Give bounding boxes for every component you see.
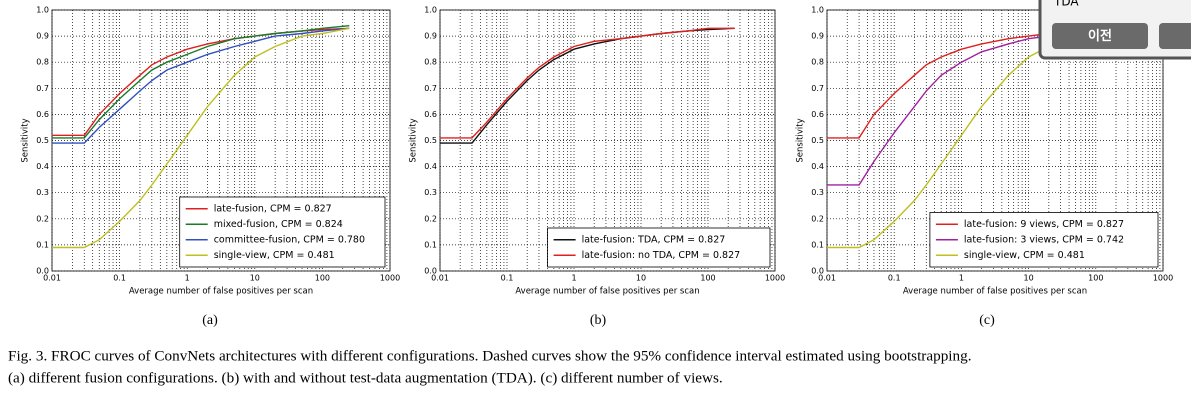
y-tick-label: 0.4	[424, 162, 437, 171]
plot-frame	[51, 9, 391, 272]
series-line	[52, 27, 350, 249]
y-tick-label: 0.7	[36, 84, 49, 93]
y-tick-label: 0.9	[36, 32, 49, 41]
x-tick-label: 0.1	[501, 274, 514, 283]
next-button[interactable]	[1159, 23, 1191, 49]
x-tick-label: 1000	[765, 274, 785, 283]
series-line	[440, 27, 735, 139]
caption-line: Fig. 3. FROC curves of ConvNets architec…	[8, 347, 972, 364]
y-tick-label: 0.0	[811, 267, 824, 276]
y-tick-label: 0.0	[424, 267, 437, 276]
y-tick-label: 0.3	[424, 188, 437, 197]
legend-label: late-fusion: TDA, CPM = 0.827	[582, 234, 726, 245]
y-tick-label: 0.8	[811, 58, 824, 67]
y-tick-label: 0.4	[36, 162, 49, 171]
legend-box	[547, 227, 771, 268]
legend-label: late-fusion: 9 views, CPM = 0.827	[964, 219, 1124, 230]
subcaption: (a)	[202, 313, 218, 328]
y-tick-label: 0.9	[424, 32, 437, 41]
x-tick-label: 1	[959, 274, 964, 283]
x-axis-label: Average number of false positives per sc…	[903, 287, 1087, 297]
y-tick-label: 0.8	[36, 58, 49, 67]
legend-label: late-fusion: no TDA, CPM = 0.827	[582, 250, 741, 261]
legend-label: late-fusion, CPM = 0.827	[214, 203, 332, 214]
x-tick-label: 0.01	[43, 274, 61, 283]
caption-line: (a) different fusion configurations. (b)…	[8, 369, 723, 386]
legend-box	[929, 212, 1159, 268]
series-line	[52, 25, 350, 139]
y-tick-label: 0.6	[811, 110, 824, 119]
legend-label: committee-fusion, CPM = 0.780	[214, 234, 365, 245]
subcaption: (b)	[590, 313, 607, 328]
y-tick-label: 0.6	[36, 110, 49, 119]
x-tick-label: 100	[315, 274, 330, 283]
popup-text: TDA	[1053, 0, 1079, 9]
x-tick-label: 1	[571, 274, 576, 283]
y-axis-label: Sensitivity	[21, 118, 31, 162]
y-tick-label: 0.2	[36, 214, 49, 223]
y-axis-label: Sensitivity	[796, 118, 806, 162]
series-line	[52, 27, 350, 144]
subcaption: (c)	[979, 313, 995, 328]
prev-button[interactable]	[1052, 23, 1148, 49]
x-axis-label: Average number of false positives per sc…	[129, 287, 313, 297]
x-tick-label: 100	[1088, 274, 1103, 283]
x-tick-label: 100	[700, 274, 715, 283]
plot-frame	[439, 9, 776, 272]
y-tick-label: 0.1	[424, 240, 437, 249]
y-tick-label: 0.4	[811, 162, 824, 171]
x-tick-label: 0.1	[113, 274, 126, 283]
y-tick-label: 1.0	[811, 6, 824, 15]
y-tick-label: 0.5	[811, 136, 824, 145]
y-tick-label: 0.7	[811, 84, 824, 93]
y-tick-label: 0.1	[36, 240, 49, 249]
y-tick-label: 0.5	[424, 136, 437, 145]
y-tick-label: 0.1	[811, 240, 824, 249]
y-tick-label: 0.9	[811, 32, 824, 41]
x-tick-label: 1	[185, 274, 190, 283]
y-tick-label: 0.3	[811, 188, 824, 197]
x-tick-label: 10	[250, 274, 260, 283]
legend-label: single-view, CPM = 0.481	[214, 250, 335, 261]
legend-label: mixed-fusion, CPM = 0.824	[214, 219, 343, 230]
x-tick-label: 0.01	[431, 274, 449, 283]
y-tick-label: 0.3	[36, 188, 49, 197]
x-tick-label: 0.01	[818, 274, 836, 283]
x-tick-label: 1000	[380, 274, 400, 283]
legend-box	[179, 196, 386, 268]
y-tick-label: 0.2	[811, 214, 824, 223]
popup: TDA 이전	[1038, 0, 1191, 60]
y-tick-label: 0.5	[36, 136, 49, 145]
legend-label: single-view, CPM = 0.481	[964, 250, 1085, 261]
x-tick-label: 1000	[1153, 274, 1173, 283]
legend-label: late-fusion: 3 views, CPM = 0.742	[964, 234, 1124, 245]
y-tick-label: 0.6	[424, 110, 437, 119]
y-tick-label: 0.7	[424, 84, 437, 93]
x-axis-label: Average number of false positives per sc…	[515, 287, 699, 297]
y-tick-label: 0.2	[424, 214, 437, 223]
x-tick-label: 10	[636, 274, 646, 283]
y-tick-label: 0.0	[36, 267, 49, 276]
prev-button-label[interactable]: 이전	[1088, 28, 1112, 44]
y-tick-label: 0.8	[424, 58, 437, 67]
y-tick-label: 1.0	[424, 6, 437, 15]
y-tick-label: 1.0	[36, 6, 49, 15]
x-tick-label: 0.1	[888, 274, 901, 283]
x-tick-label: 10	[1024, 274, 1034, 283]
plot-frame	[826, 9, 1164, 272]
y-axis-label: Sensitivity	[409, 118, 419, 162]
